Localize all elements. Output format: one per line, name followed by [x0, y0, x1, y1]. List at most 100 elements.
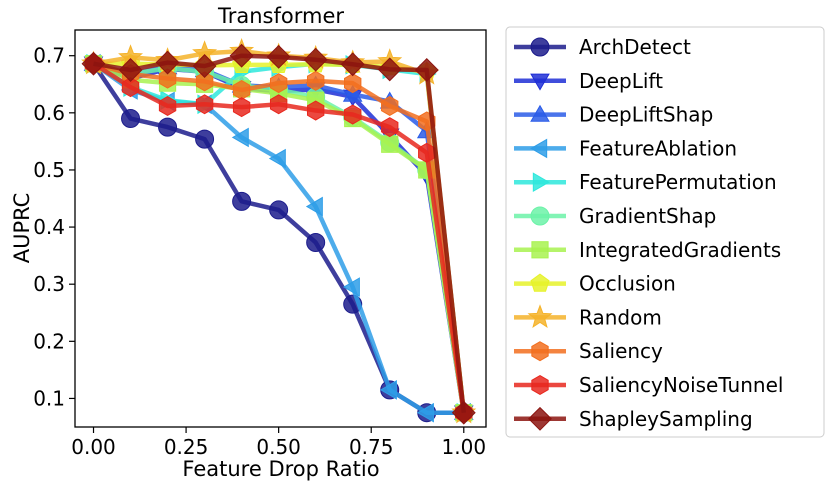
data-point-shapley-sampling: [118, 58, 143, 82]
legend-item-integrated-gradients: IntegratedGradients: [514, 238, 781, 262]
legend-label: DeepLift: [579, 69, 663, 93]
legend-marker: [530, 37, 550, 57]
y-tick-label: 0.7: [33, 44, 65, 68]
x-tick-label: 0.50: [256, 435, 301, 459]
data-point-shapley-sampling: [266, 44, 291, 69]
data-point-arch-detect: [121, 109, 141, 129]
data-point-arch-detect: [269, 200, 289, 220]
axes-layer: 0.00 0.25 0.50 0.75 1.00 0.1 0.2 0.3 0.4 0.5 0.6 0.…: [33, 44, 486, 459]
data-point-saliency: [158, 68, 177, 89]
legend-label: Occlusion: [579, 272, 676, 296]
data-point-saliency: [344, 73, 362, 94]
data-point-arch-detect: [232, 191, 252, 211]
legend-item-arch-detect: ArchDetect: [514, 35, 691, 59]
data-point-shapley-sampling: [414, 58, 439, 82]
legend-label: ArchDetect: [579, 35, 691, 59]
legend-frame: [505, 26, 825, 438]
x-axis-label: Feature Drop Ratio: [182, 457, 379, 481]
data-point-saliency: [306, 70, 325, 91]
legend-marker: [531, 241, 549, 259]
y-tick-label: 0.6: [33, 101, 65, 125]
data-point-feature-ablation: [379, 380, 397, 400]
data-point-shapley-sampling: [81, 51, 106, 76]
x-tick-label: 0.00: [71, 435, 116, 459]
plot-area: [74, 29, 487, 428]
legend-label: Saliency: [579, 339, 663, 363]
legend-item-saliency-noise-tunnel: SaliencyNoiseTunnel: [514, 373, 783, 397]
legend-item-occlusion: Occlusion: [514, 272, 676, 296]
legend-marker: [528, 406, 552, 431]
data-point-saliency-noise-tunnel: [232, 97, 251, 118]
data-point-saliency-noise-tunnel: [418, 142, 436, 163]
legend-item-random: Random: [514, 304, 662, 329]
y-tick-label: 0.2: [33, 329, 65, 353]
legend-label: Random: [579, 305, 662, 329]
legend-marker: [530, 206, 550, 226]
legend-label: IntegratedGradients: [579, 238, 781, 262]
x-tick-label: 1.00: [442, 435, 487, 459]
legend-label: ShapleySampling: [579, 407, 753, 431]
data-point-saliency-noise-tunnel: [121, 77, 140, 98]
legend-item-saliency: Saliency: [514, 339, 663, 363]
x-tick-label: 0.75: [349, 435, 394, 459]
data-point-shapley-sampling: [377, 57, 402, 82]
data-point-saliency-noise-tunnel: [306, 100, 325, 121]
legend-item-shapley-sampling: ShapleySampling: [514, 407, 753, 431]
y-tick-label: 0.1: [33, 386, 65, 410]
legend: ArchDetect DeepLift DeepLiftShap FeatureAbl…: [505, 26, 825, 438]
data-point-saliency-noise-tunnel: [195, 94, 214, 115]
data-point-saliency: [269, 73, 288, 94]
data-point-feature-ablation: [268, 148, 286, 169]
y-axis-label: AUPRC: [10, 193, 34, 264]
series-line-saliency: [92, 61, 467, 414]
legend-marker: [530, 273, 550, 292]
y-tick-label: 0.5: [33, 158, 65, 182]
data-point-shapley-sampling: [192, 54, 217, 78]
legend-marker: [527, 304, 553, 329]
data-point-shapley-sampling: [303, 47, 328, 72]
y-tick-label: 0.4: [33, 215, 65, 239]
series-saliency-noise-tunnel: [84, 53, 473, 423]
legend-item-feature-ablation: FeatureAblation: [514, 136, 737, 160]
data-point-feature-ablation: [305, 196, 323, 217]
series-layer: [81, 38, 477, 425]
data-point-shapley-sampling: [229, 43, 254, 68]
legend-item-deep-lift-shap: DeepLiftShap: [514, 103, 713, 127]
chart-title: Transformer: [217, 4, 344, 28]
legend-item-deep-lift: DeepLift: [514, 69, 663, 93]
data-point-integrated-gradients: [381, 135, 399, 153]
data-point-saliency-noise-tunnel: [269, 94, 288, 115]
legend-label: SaliencyNoiseTunnel: [579, 373, 783, 397]
data-point-saliency: [381, 95, 399, 116]
y-tick-label: 0.3: [33, 272, 65, 296]
data-point-arch-detect: [195, 129, 215, 149]
data-point-saliency: [195, 71, 214, 92]
data-point-feature-ablation: [416, 402, 434, 423]
data-point-shapley-sampling: [340, 52, 365, 77]
legend-label: FeaturePermutation: [579, 170, 777, 194]
data-point-feature-ablation: [342, 277, 360, 297]
legend-item-gradient-shap: GradientShap: [514, 204, 716, 228]
data-point-shapley-sampling: [155, 50, 180, 75]
data-point-arch-detect: [158, 117, 178, 137]
legend-label: FeatureAblation: [579, 136, 737, 160]
data-point-deep-lift-shap: [342, 84, 363, 102]
legend-label: DeepLiftShap: [579, 103, 713, 127]
legend-marker: [530, 104, 550, 122]
data-point-shapley-sampling: [451, 400, 476, 425]
legend-marker: [531, 374, 549, 396]
data-point-saliency-noise-tunnel: [344, 104, 362, 125]
data-point-saliency-noise-tunnel: [381, 117, 399, 138]
x-tick-label: 0.25: [164, 435, 209, 459]
legend-marker: [530, 138, 548, 159]
data-point-arch-detect: [306, 232, 326, 252]
series-shapley-sampling: [81, 43, 476, 425]
legend-marker: [532, 172, 550, 193]
legend-item-feature-permutation: FeaturePermutation: [514, 170, 777, 194]
data-point-saliency-noise-tunnel: [158, 95, 177, 116]
legend-marker: [531, 341, 549, 362]
data-point-saliency: [232, 79, 251, 101]
data-point-feature-ablation: [231, 127, 249, 148]
legend-marker: [530, 73, 550, 91]
